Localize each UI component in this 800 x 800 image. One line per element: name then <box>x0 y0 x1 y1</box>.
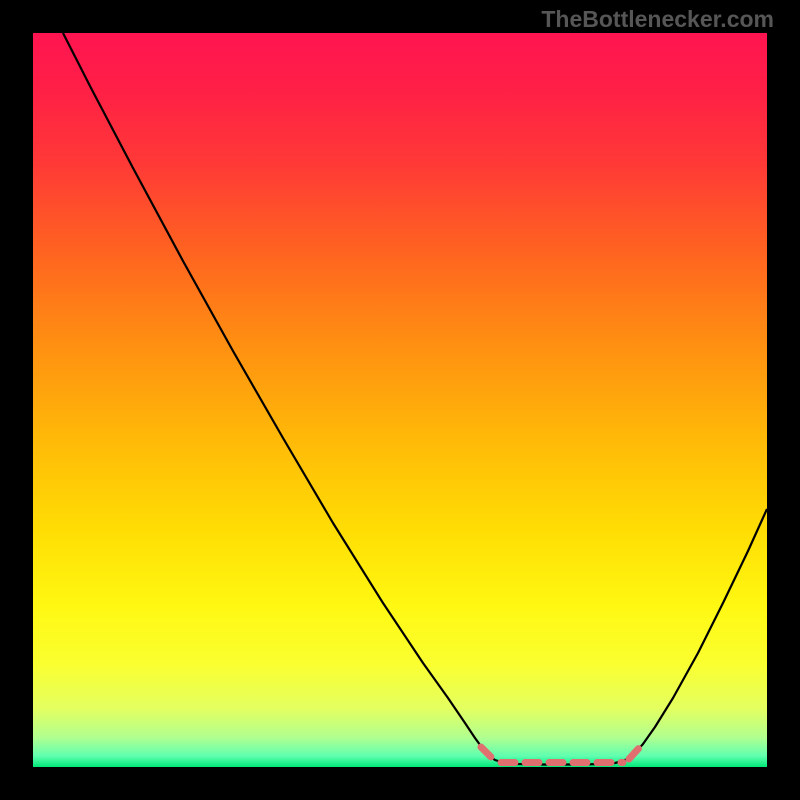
trough-marker-2 <box>629 748 639 759</box>
watermark-text: TheBottlenecker.com <box>541 6 774 33</box>
curve-overlay <box>33 33 767 767</box>
bottleneck-curve <box>63 33 767 765</box>
plot-area <box>33 33 767 767</box>
chart-container: TheBottlenecker.com <box>0 0 800 800</box>
trough-marker-0 <box>481 747 494 760</box>
